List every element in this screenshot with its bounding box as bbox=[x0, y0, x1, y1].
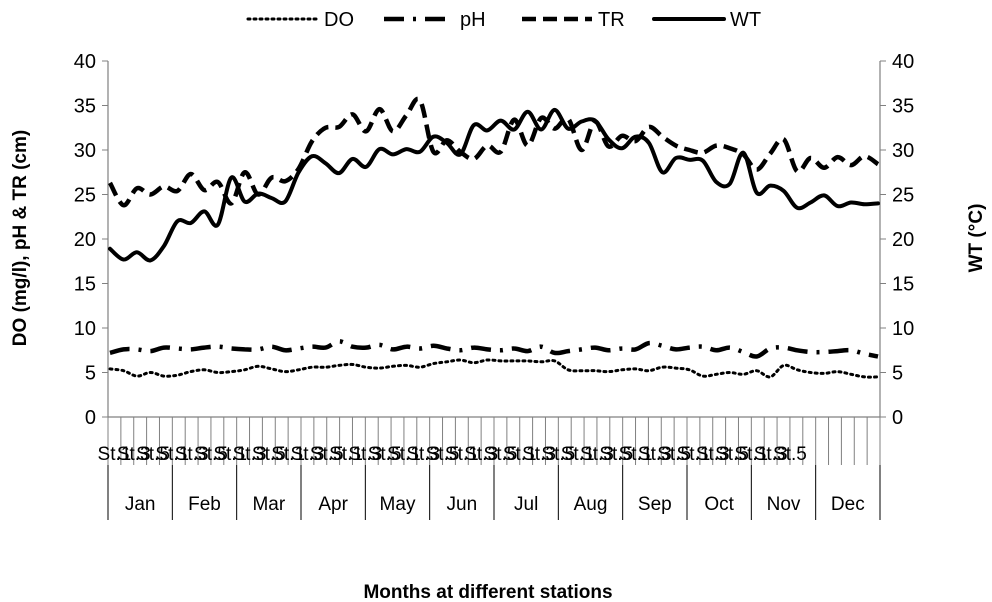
station-label: St.1 bbox=[677, 444, 711, 465]
series-group bbox=[108, 96, 880, 379]
y-tick-right-label: 30 bbox=[892, 140, 914, 162]
y-tick-right-label: 35 bbox=[892, 96, 914, 118]
y-tick-left-label: 15 bbox=[74, 274, 96, 296]
station-label: St.5 bbox=[194, 444, 228, 465]
station-label: St.1 bbox=[329, 444, 363, 465]
y-tick-right-label: 15 bbox=[892, 274, 914, 296]
axes bbox=[107, 61, 881, 418]
station-label: St.3 bbox=[117, 444, 151, 465]
month-label: Jul bbox=[514, 494, 538, 515]
station-label: St.1 bbox=[387, 444, 421, 465]
y-tick-right-label: 40 bbox=[892, 51, 914, 73]
month-label: Dec bbox=[831, 494, 865, 515]
legend-label-tr: TR bbox=[598, 9, 625, 31]
y-tick-right-label: 25 bbox=[892, 185, 914, 207]
station-label: St.3 bbox=[175, 444, 209, 465]
legend-label-wt: WT bbox=[730, 9, 761, 31]
station-label: St.5 bbox=[252, 444, 286, 465]
category-axis: St.1St.3St.5St.1St.3St.5St.1St.3St.5St.1… bbox=[98, 417, 881, 520]
y-tick-left-label: 5 bbox=[85, 363, 96, 385]
month-label: Sep bbox=[638, 494, 672, 515]
station-label: St.1 bbox=[503, 444, 537, 465]
month-label: Aug bbox=[574, 494, 608, 515]
y-tick-right-label: 0 bbox=[892, 407, 903, 429]
station-label: St.1 bbox=[445, 444, 479, 465]
station-label: St.3 bbox=[638, 444, 672, 465]
series-line-wt bbox=[108, 107, 880, 263]
station-label: St.3 bbox=[580, 444, 614, 465]
station-label: St.1 bbox=[561, 444, 595, 465]
y-tick-left-label: 20 bbox=[74, 229, 96, 251]
series-line-ph bbox=[109, 339, 879, 359]
station-label: St.1 bbox=[213, 444, 247, 465]
y-axis-left-title: DO (mg/l), pH & TR (cm) bbox=[10, 130, 31, 346]
y-tick-right-label: 5 bbox=[892, 363, 903, 385]
month-label: Jan bbox=[125, 494, 156, 515]
series-line-do bbox=[108, 358, 880, 379]
month-label: Mar bbox=[252, 494, 285, 515]
y-tick-left-label: 40 bbox=[74, 51, 96, 73]
station-label: St.5 bbox=[715, 444, 749, 465]
y-tick-left-label: 0 bbox=[85, 407, 96, 429]
station-label: St.5 bbox=[773, 444, 807, 465]
month-label: Nov bbox=[767, 494, 801, 515]
y-tick-left-label: 30 bbox=[74, 140, 96, 162]
month-label: May bbox=[380, 494, 416, 515]
station-label: St.5 bbox=[368, 444, 402, 465]
station-label: St.3 bbox=[291, 444, 325, 465]
station-label: St.3 bbox=[348, 444, 382, 465]
station-label: St.1 bbox=[98, 444, 132, 465]
station-label: St.1 bbox=[155, 444, 189, 465]
month-label: Oct bbox=[704, 494, 734, 515]
station-label: St.5 bbox=[136, 444, 170, 465]
y-tick-left-label: 25 bbox=[74, 185, 96, 207]
station-label: St.5 bbox=[310, 444, 344, 465]
station-label: St.3 bbox=[406, 444, 440, 465]
station-label: St.3 bbox=[233, 444, 267, 465]
station-label: St.3 bbox=[464, 444, 498, 465]
station-label: St.3 bbox=[754, 444, 788, 465]
y-tick-right-label: 20 bbox=[892, 229, 914, 251]
legend: DO pH TR WT bbox=[246, 9, 761, 31]
y-axis-right-title: WT (°C) bbox=[966, 204, 987, 273]
x-axis-title: Months at different stations bbox=[363, 582, 612, 602]
y-tick-left-label: 10 bbox=[74, 318, 96, 340]
y-tick-left-label: 35 bbox=[74, 96, 96, 118]
y-tick-right-label: 10 bbox=[892, 318, 914, 340]
station-label: St.3 bbox=[696, 444, 730, 465]
station-label: St.1 bbox=[619, 444, 653, 465]
station-label: St.5 bbox=[484, 444, 518, 465]
right-axis-ticks: 0 5 10 15 20 25 30 35 40 bbox=[880, 51, 914, 429]
station-label: St.1 bbox=[271, 444, 305, 465]
station-label: St.5 bbox=[657, 444, 691, 465]
station-label: St.3 bbox=[522, 444, 556, 465]
station-label: St.5 bbox=[426, 444, 460, 465]
left-axis-ticks: 0 5 10 15 20 25 30 35 40 bbox=[74, 51, 108, 429]
station-label: St.5 bbox=[541, 444, 575, 465]
station-label: St.5 bbox=[599, 444, 633, 465]
legend-label-ph: pH bbox=[460, 9, 486, 31]
month-label: Feb bbox=[188, 494, 221, 515]
legend-label-do: DO bbox=[324, 9, 354, 31]
month-label: Jun bbox=[447, 494, 478, 515]
station-label: St.1 bbox=[734, 444, 768, 465]
month-label: Apr bbox=[318, 494, 348, 515]
